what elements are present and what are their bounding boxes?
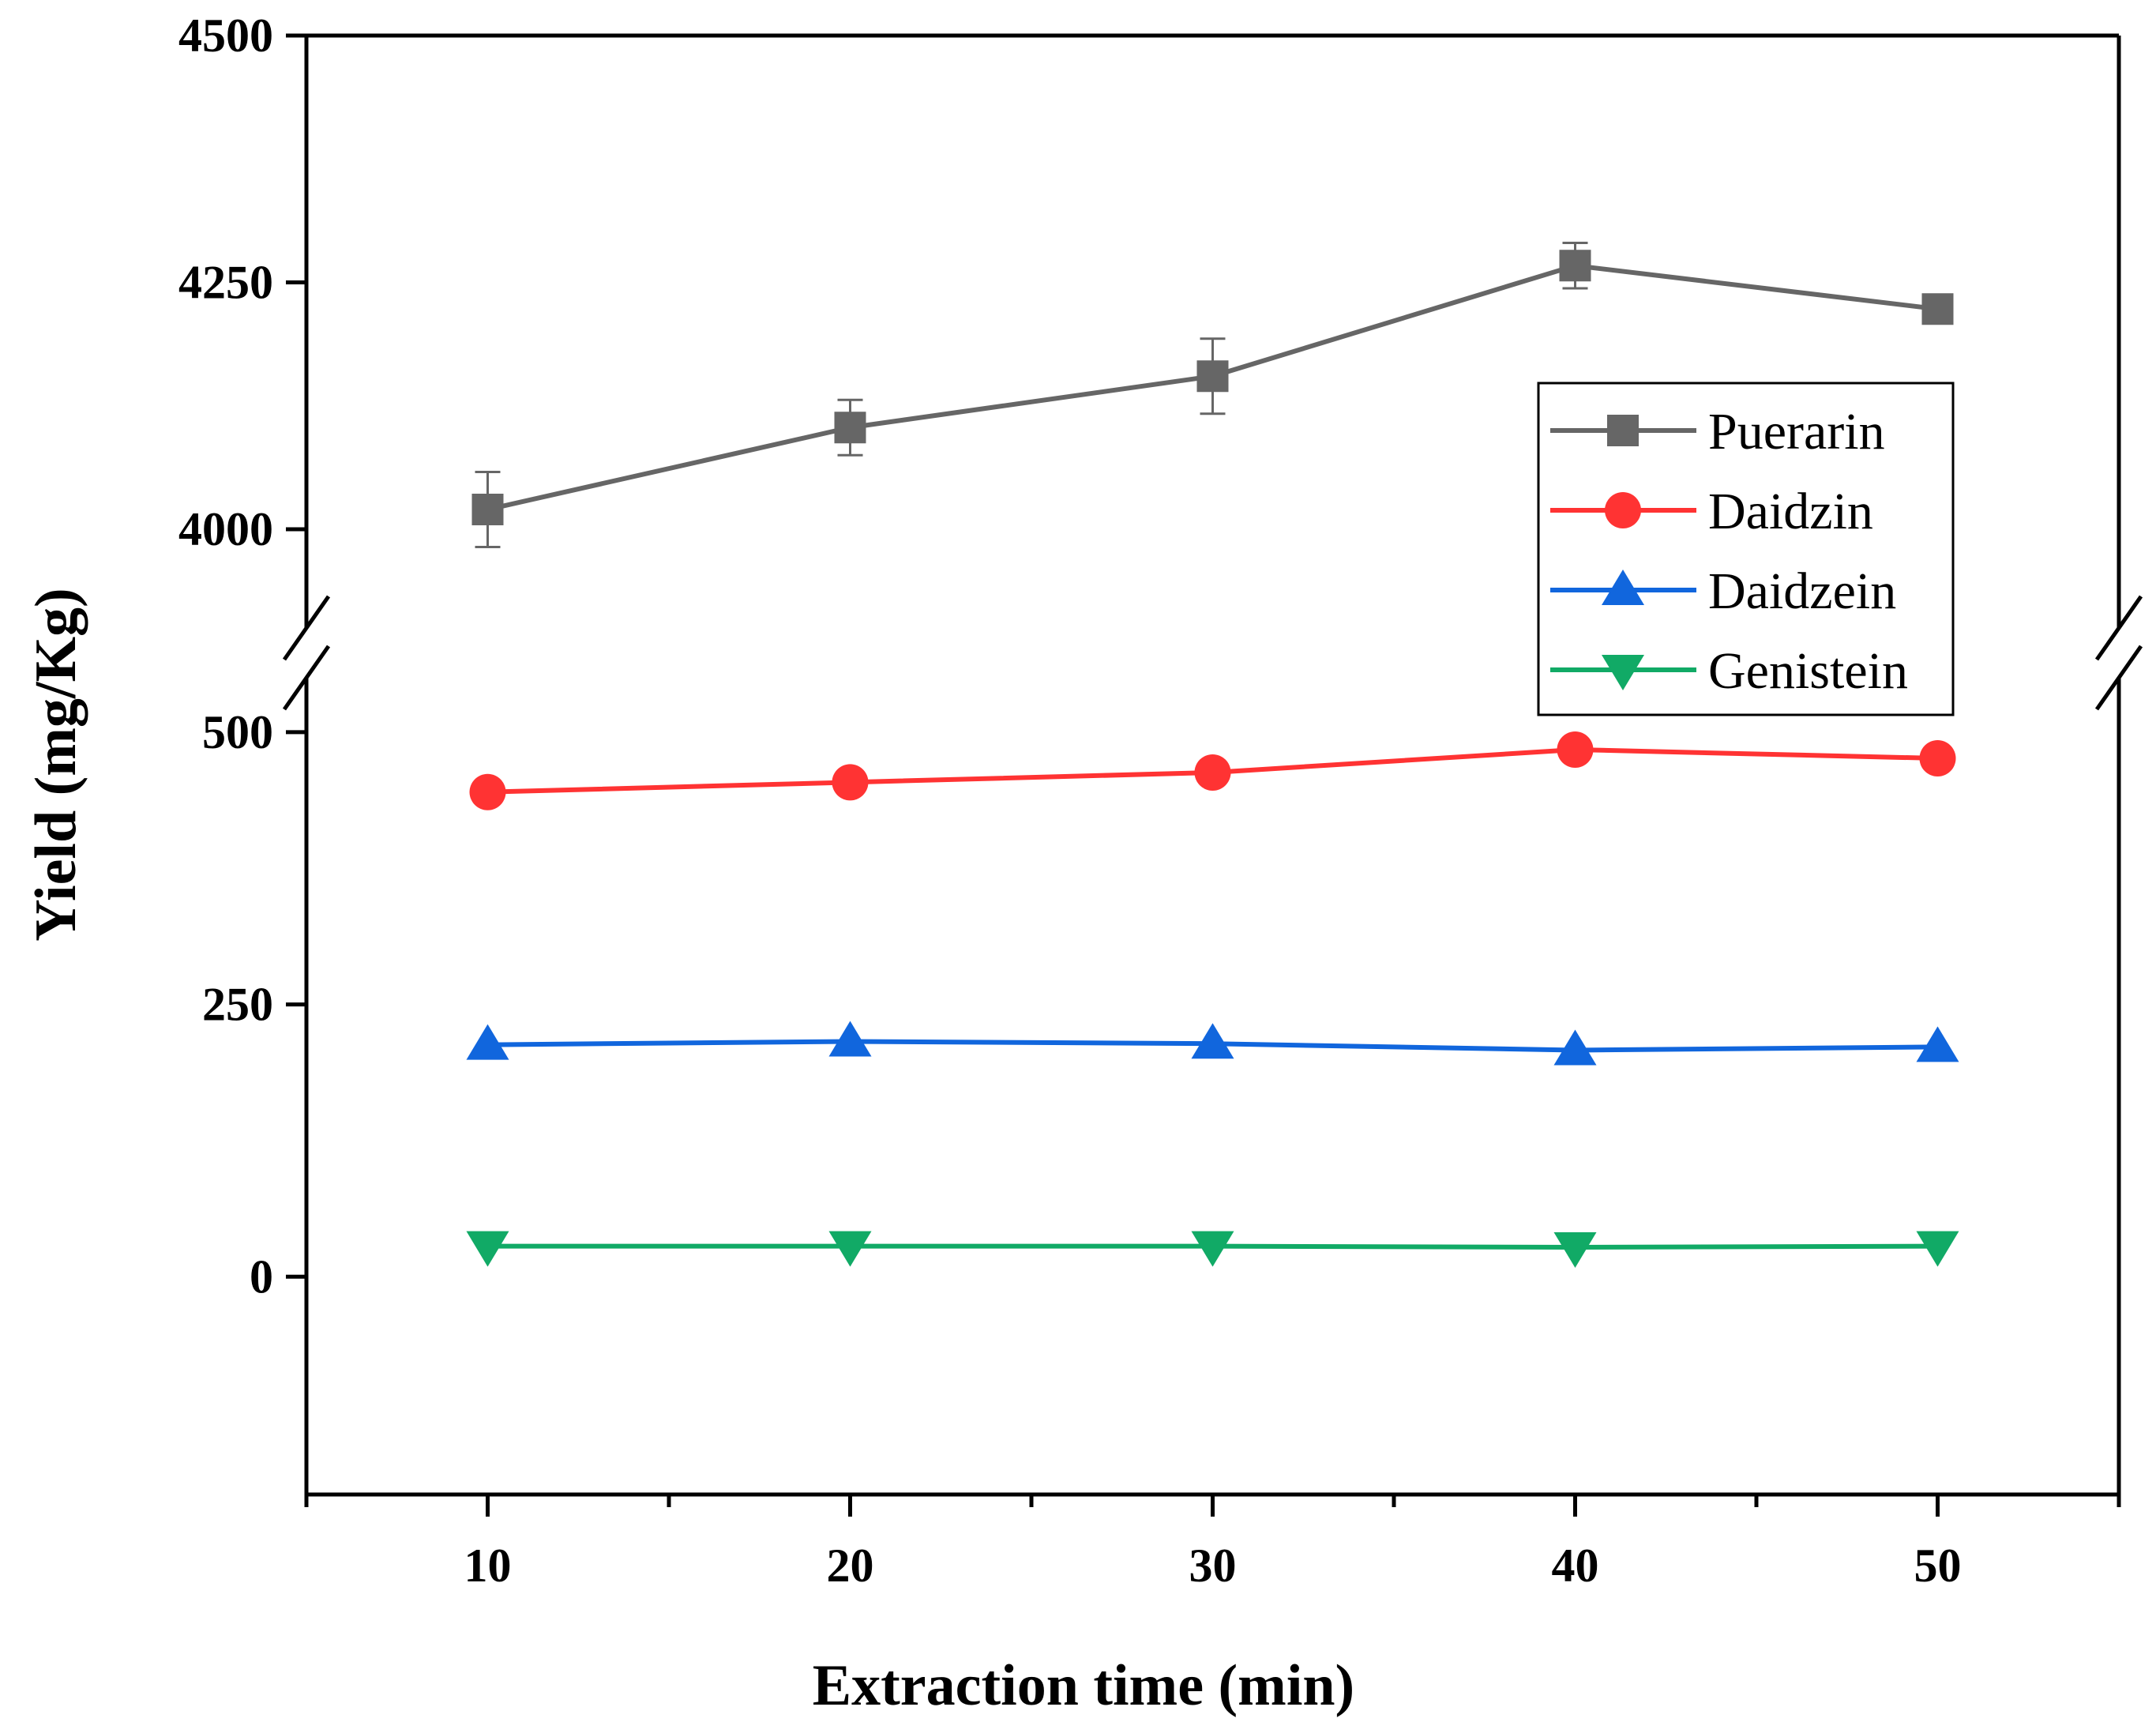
series-daidzin xyxy=(469,731,1956,810)
legend-label-daidzein: Daidzein xyxy=(1708,562,1896,620)
y-tick-label: 4500 xyxy=(178,9,273,62)
data-point-daidzin xyxy=(1919,740,1956,777)
data-point-daidzein xyxy=(1916,1026,1959,1062)
y-tick-label: 500 xyxy=(202,706,273,758)
data-point-puerarin xyxy=(834,412,866,444)
data-point-genistein xyxy=(1553,1232,1597,1269)
data-point-daidzin xyxy=(832,764,869,801)
x-tick-label: 10 xyxy=(464,1540,512,1592)
legend-marker-genistein xyxy=(1602,655,1644,690)
data-point-daidzein xyxy=(1553,1029,1597,1066)
legend-label-puerarin: Puerarin xyxy=(1708,403,1885,461)
legend-marker-puerarin xyxy=(1607,415,1639,446)
y-axis-title: Yield (mg/Kg) xyxy=(24,588,88,941)
data-point-genistein xyxy=(1916,1231,1959,1267)
axis-break-mark-left xyxy=(282,595,331,661)
legend: Puerarin Daidzin Daidzein Genistein xyxy=(1537,382,1955,716)
data-point-daidzein xyxy=(1191,1023,1234,1059)
data-point-daidzein xyxy=(466,1024,509,1060)
plot-frame: 10 20 30 40 50 4000 4250 4500 0 250 500 xyxy=(178,9,2143,1592)
x-axis-title: Extraction time (min) xyxy=(813,1653,1354,1718)
data-point-genistein xyxy=(828,1231,872,1267)
data-point-puerarin xyxy=(1559,250,1591,282)
data-point-daidzin xyxy=(1557,731,1594,768)
series-puerarin xyxy=(471,242,1954,548)
data-point-genistein xyxy=(466,1231,509,1267)
y-tick-label: 250 xyxy=(202,979,273,1031)
series-genistein xyxy=(466,1231,1959,1269)
axis-break-mark-right xyxy=(2094,595,2143,661)
series-daidzein xyxy=(466,1021,1959,1066)
legend-label-genistein: Genistein xyxy=(1708,642,1908,700)
y-tick-label: 0 xyxy=(250,1250,273,1303)
series-group xyxy=(466,242,1959,1269)
y-tick-label: 4000 xyxy=(178,503,273,555)
data-point-puerarin xyxy=(1921,293,1954,325)
x-tick-label: 50 xyxy=(1914,1540,1962,1592)
data-point-daidzein xyxy=(828,1021,872,1057)
data-point-genistein xyxy=(1191,1231,1234,1267)
data-point-puerarin xyxy=(471,494,504,525)
x-tick-label: 40 xyxy=(1552,1540,1599,1592)
x-tick-label: 20 xyxy=(827,1540,874,1592)
data-point-puerarin xyxy=(1196,360,1229,393)
legend-label-daidzin: Daidzin xyxy=(1708,483,1873,540)
data-point-daidzin xyxy=(1194,754,1231,791)
x-tick-label: 30 xyxy=(1189,1540,1237,1592)
axis-break-mark-right xyxy=(2094,645,2143,711)
axis-break-mark-left xyxy=(282,645,331,711)
legend-marker-daidzin xyxy=(1605,492,1641,528)
legend-marker-daidzein xyxy=(1602,570,1644,605)
y-tick-label: 4250 xyxy=(178,257,273,309)
data-point-daidzin xyxy=(469,773,506,810)
